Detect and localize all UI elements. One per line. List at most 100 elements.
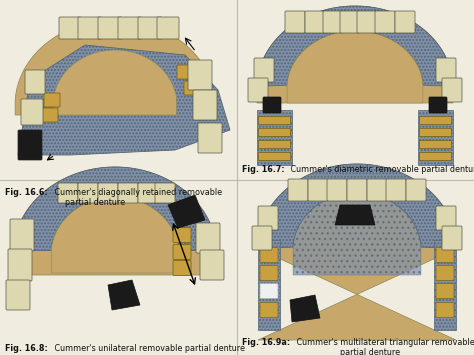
Bar (419, 140, 451, 148)
Bar (258, 152, 290, 160)
Text: Fig. 16.9a:: Fig. 16.9a: (242, 338, 290, 347)
FancyBboxPatch shape (252, 226, 272, 250)
FancyBboxPatch shape (198, 123, 222, 153)
Text: Cummer's unilateral removable partial denture: Cummer's unilateral removable partial de… (52, 344, 245, 353)
Polygon shape (290, 295, 320, 322)
Polygon shape (18, 45, 230, 155)
FancyBboxPatch shape (436, 284, 454, 299)
FancyBboxPatch shape (10, 219, 34, 251)
FancyBboxPatch shape (260, 266, 278, 280)
Bar (419, 128, 451, 136)
FancyBboxPatch shape (367, 179, 387, 201)
FancyBboxPatch shape (254, 58, 274, 82)
Text: Fig. 16.8:: Fig. 16.8: (5, 344, 48, 353)
Polygon shape (257, 110, 292, 165)
FancyBboxPatch shape (258, 206, 278, 230)
FancyBboxPatch shape (173, 228, 191, 242)
FancyBboxPatch shape (21, 99, 43, 125)
FancyBboxPatch shape (138, 17, 162, 39)
Text: partial denture: partial denture (65, 198, 125, 207)
Bar (258, 116, 290, 124)
FancyBboxPatch shape (260, 302, 278, 317)
FancyBboxPatch shape (436, 302, 454, 317)
Bar (258, 128, 290, 136)
FancyBboxPatch shape (323, 11, 343, 33)
FancyBboxPatch shape (78, 183, 98, 203)
FancyBboxPatch shape (429, 97, 447, 113)
Polygon shape (15, 20, 215, 115)
Polygon shape (257, 164, 457, 340)
Polygon shape (13, 167, 217, 275)
FancyBboxPatch shape (260, 284, 278, 299)
FancyBboxPatch shape (395, 11, 415, 33)
FancyBboxPatch shape (58, 183, 78, 203)
FancyBboxPatch shape (357, 11, 377, 33)
Text: Cummer's diagonally retained removable: Cummer's diagonally retained removable (52, 188, 222, 197)
Text: Fig. 16.7:: Fig. 16.7: (242, 165, 284, 174)
FancyBboxPatch shape (285, 11, 305, 33)
FancyBboxPatch shape (436, 206, 456, 230)
FancyBboxPatch shape (305, 11, 325, 33)
FancyBboxPatch shape (155, 183, 175, 203)
FancyBboxPatch shape (6, 280, 30, 310)
Text: Cummer's multilateral triangular removable: Cummer's multilateral triangular removab… (294, 338, 474, 347)
FancyBboxPatch shape (442, 226, 462, 250)
FancyBboxPatch shape (340, 11, 360, 33)
Polygon shape (168, 195, 205, 228)
FancyBboxPatch shape (436, 58, 456, 82)
FancyBboxPatch shape (118, 183, 138, 203)
FancyBboxPatch shape (260, 247, 278, 262)
Polygon shape (257, 6, 453, 103)
Bar (419, 152, 451, 160)
Polygon shape (293, 193, 421, 275)
FancyBboxPatch shape (138, 183, 158, 203)
FancyBboxPatch shape (375, 11, 395, 33)
FancyBboxPatch shape (386, 179, 406, 201)
Polygon shape (418, 110, 453, 165)
Text: Cummer's diametric removable partial denture: Cummer's diametric removable partial den… (288, 165, 474, 174)
FancyBboxPatch shape (308, 179, 328, 201)
FancyBboxPatch shape (347, 179, 367, 201)
FancyBboxPatch shape (157, 17, 179, 39)
FancyBboxPatch shape (436, 247, 454, 262)
FancyBboxPatch shape (173, 245, 191, 260)
Polygon shape (108, 280, 140, 310)
FancyBboxPatch shape (44, 93, 60, 107)
FancyBboxPatch shape (98, 183, 118, 203)
Polygon shape (257, 164, 457, 248)
FancyBboxPatch shape (188, 60, 212, 90)
Polygon shape (257, 6, 453, 86)
FancyBboxPatch shape (200, 250, 224, 280)
FancyBboxPatch shape (436, 266, 454, 280)
Polygon shape (258, 240, 280, 330)
FancyBboxPatch shape (442, 78, 462, 102)
Polygon shape (287, 31, 423, 103)
FancyBboxPatch shape (98, 17, 122, 39)
Polygon shape (335, 205, 375, 225)
FancyBboxPatch shape (184, 81, 200, 95)
FancyBboxPatch shape (193, 90, 217, 120)
Polygon shape (434, 240, 456, 330)
Polygon shape (54, 50, 176, 115)
FancyBboxPatch shape (248, 78, 268, 102)
Bar (419, 116, 451, 124)
FancyBboxPatch shape (8, 249, 32, 281)
Text: partial denture: partial denture (340, 348, 400, 355)
FancyBboxPatch shape (173, 261, 191, 275)
FancyBboxPatch shape (78, 17, 102, 39)
FancyBboxPatch shape (18, 130, 42, 160)
FancyBboxPatch shape (196, 223, 220, 253)
FancyBboxPatch shape (288, 179, 308, 201)
FancyBboxPatch shape (327, 179, 347, 201)
FancyBboxPatch shape (406, 179, 426, 201)
FancyBboxPatch shape (25, 70, 45, 94)
FancyBboxPatch shape (42, 108, 58, 122)
Text: Fig. 16.6:: Fig. 16.6: (5, 188, 47, 197)
Polygon shape (13, 167, 217, 251)
FancyBboxPatch shape (118, 17, 142, 39)
Bar (258, 140, 290, 148)
FancyBboxPatch shape (59, 17, 81, 39)
Polygon shape (51, 197, 179, 273)
FancyBboxPatch shape (263, 97, 281, 113)
FancyBboxPatch shape (177, 65, 193, 79)
